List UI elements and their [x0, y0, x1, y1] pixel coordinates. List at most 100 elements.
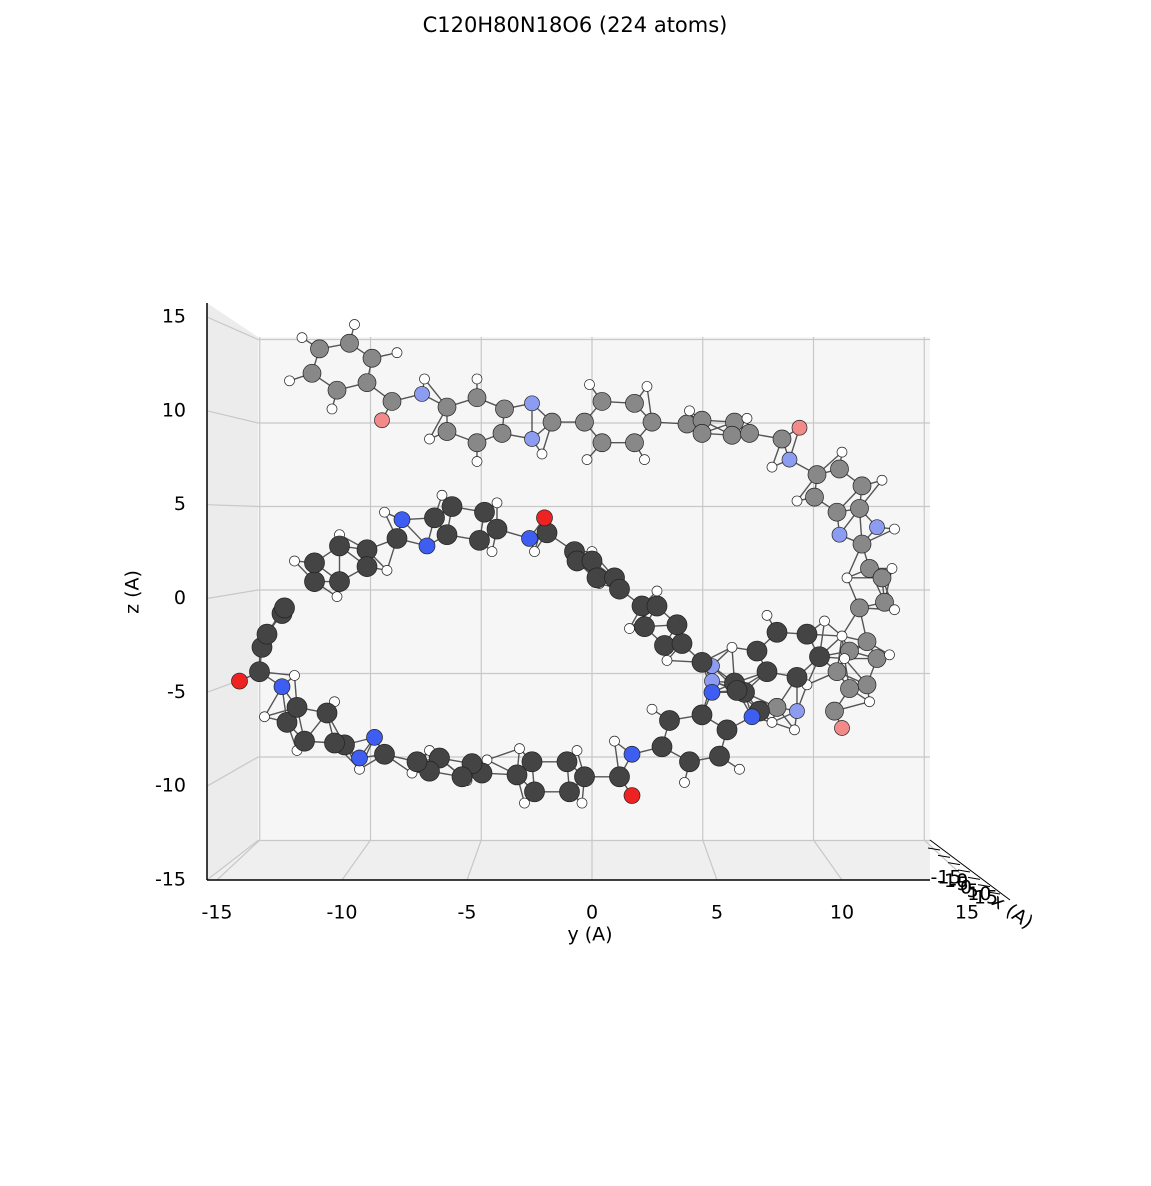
atom: [666, 614, 688, 636]
atom: [316, 702, 338, 724]
atom: [623, 787, 641, 804]
atom: [575, 412, 594, 432]
atom: [524, 395, 540, 412]
atom: [761, 610, 773, 621]
side-grid-line: [206, 589, 259, 600]
x-tick-mark: [927, 847, 941, 851]
atom: [536, 509, 553, 527]
atom: [471, 456, 483, 467]
atom: [414, 386, 430, 402]
atom: [850, 598, 869, 618]
atom: [436, 524, 458, 546]
atom: [789, 703, 805, 719]
z-tick-label: 0: [174, 587, 186, 609]
atom: [586, 567, 608, 589]
z-tick-label: -5: [167, 681, 186, 703]
atom: [869, 519, 885, 536]
atom: [514, 743, 525, 754]
atom: [276, 712, 298, 733]
atom: [524, 781, 545, 803]
atom: [791, 495, 803, 507]
atom: [819, 615, 830, 627]
atom: [304, 571, 325, 592]
atom: [646, 595, 668, 617]
atom: [467, 388, 487, 408]
atom: [559, 781, 580, 803]
atom: [419, 373, 430, 385]
x-tick-mark: [937, 854, 951, 858]
atom: [876, 474, 888, 486]
atom: [581, 454, 593, 465]
atom: [827, 662, 847, 682]
atom: [609, 766, 630, 788]
atom: [294, 730, 315, 752]
atom: [722, 425, 742, 445]
x-tick-label: 10: [967, 883, 991, 905]
atom: [556, 751, 578, 773]
atom: [506, 764, 528, 786]
atom: [661, 655, 673, 666]
atom: [741, 412, 753, 424]
chart-title: C120H80N18O6 (224 atoms): [423, 13, 728, 37]
atom: [691, 704, 713, 726]
atom: [542, 412, 562, 432]
atom: [857, 675, 877, 695]
floor-grid-line: [341, 839, 371, 881]
atom: [766, 621, 788, 643]
x-tick-label: 5: [967, 880, 979, 902]
atom: [382, 392, 402, 411]
atom: [766, 717, 778, 728]
atom: [805, 487, 824, 507]
atom: [825, 701, 844, 721]
floor-grid-line: [216, 839, 261, 881]
atom: [424, 433, 435, 445]
atom: [786, 666, 808, 688]
atom: [654, 635, 675, 656]
atom: [864, 696, 875, 708]
atom: [743, 708, 761, 726]
atom: [726, 641, 738, 653]
bond: [486, 747, 520, 761]
atom: [852, 476, 872, 496]
atom: [789, 724, 800, 736]
side-grid-line: [206, 504, 259, 508]
atom: [374, 412, 390, 429]
atom: [772, 429, 792, 449]
atom: [836, 630, 848, 642]
atom: [840, 679, 859, 698]
side-grid-line: [206, 840, 259, 881]
atom: [486, 546, 498, 557]
y-tick-label: 0: [586, 902, 598, 924]
atom: [830, 459, 849, 479]
x-tick-mark: [967, 876, 981, 880]
atom: [867, 649, 887, 668]
atom: [436, 489, 448, 501]
x-tick-label: -15: [930, 867, 961, 889]
x-tick-label: 0: [960, 877, 972, 899]
atom: [639, 454, 650, 465]
atom: [623, 745, 641, 763]
z-tick-label: 5: [174, 493, 186, 515]
atom: [576, 797, 588, 809]
atom: [836, 446, 848, 458]
atom: [418, 537, 436, 555]
atom: [329, 571, 350, 592]
atom: [273, 678, 291, 696]
atom: [659, 710, 680, 731]
floor-grid-line: [923, 839, 968, 881]
atom: [495, 399, 514, 419]
atom: [740, 424, 759, 443]
atom: [296, 332, 308, 343]
floor-grid-line: [813, 839, 843, 881]
atom: [274, 597, 295, 619]
atom: [374, 743, 395, 765]
atom: [827, 502, 847, 522]
atom: [831, 526, 848, 543]
x-tick-mark: [987, 891, 1001, 895]
atom: [726, 680, 748, 701]
atom: [451, 766, 473, 788]
side-grid-line: [206, 756, 259, 787]
atom: [362, 348, 382, 368]
atom: [467, 433, 487, 453]
